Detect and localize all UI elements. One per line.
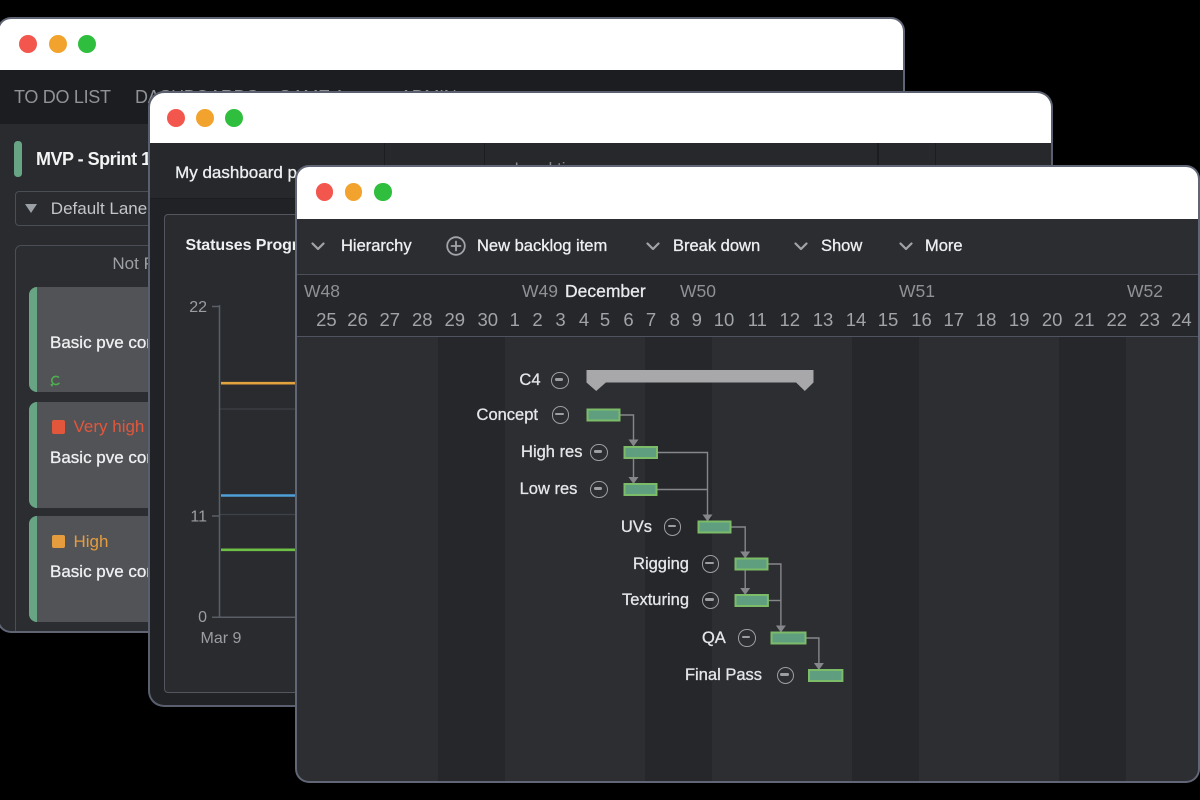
- svg-text:11: 11: [190, 509, 207, 526]
- svg-text:22: 22: [189, 299, 207, 316]
- svg-text:0: 0: [198, 609, 207, 626]
- svg-text:Mar 9: Mar 9: [200, 630, 241, 647]
